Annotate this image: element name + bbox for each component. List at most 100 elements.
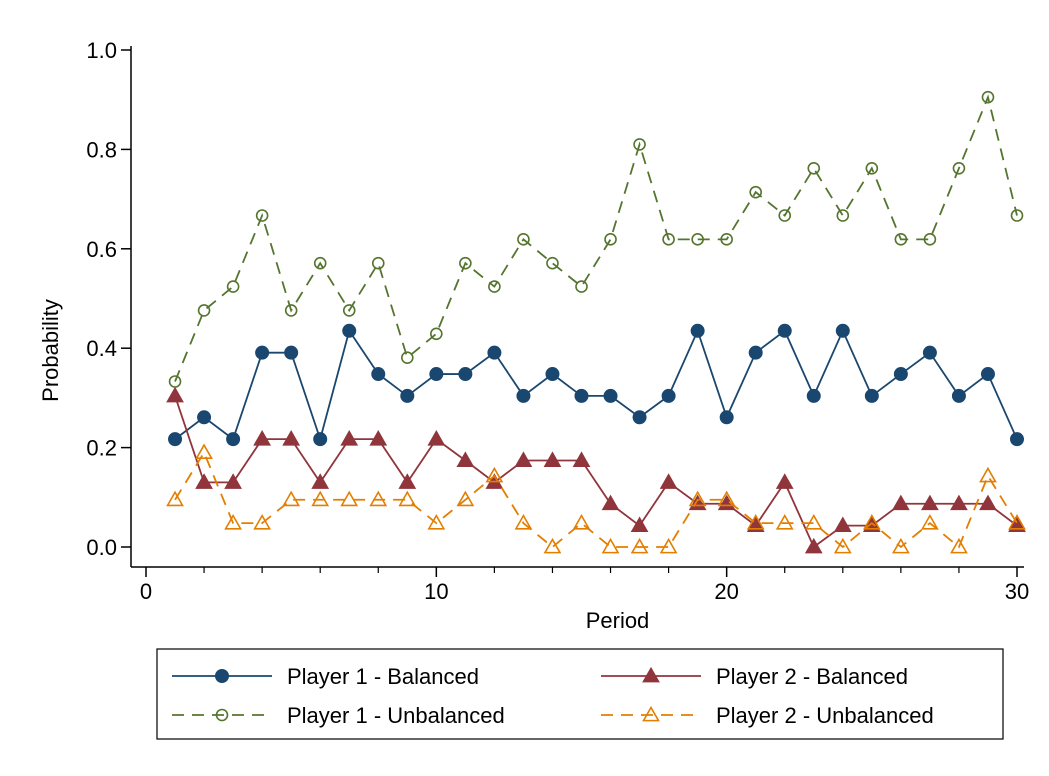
axes: 0.0 0.2 0.4 0.6 0.8 1.0 0 10 20 30 Period Probabili… [38, 38, 1029, 633]
filled-triangle-marker [369, 430, 388, 446]
filled-circle-marker [922, 345, 937, 360]
filled-circle-marker [487, 345, 502, 360]
filled-circle-marker [603, 388, 618, 403]
hollow-circle-marker [168, 375, 182, 388]
hollow-circle-marker [546, 256, 559, 270]
filled-circle-marker [168, 432, 183, 447]
filled-triangle-marker [311, 473, 330, 489]
filled-triangle-marker [979, 494, 997, 511]
filled-circle-marker [545, 367, 560, 382]
x-tick-label: 10 [424, 579, 448, 604]
legend-label: Player 2 - Unbalanced [716, 703, 934, 728]
legend-item-4: Player 2 - Unbalanced [601, 703, 934, 728]
hollow-triangle-marker [166, 490, 184, 507]
hollow-triangle-marker [659, 537, 678, 554]
legend-item-2: Player 2 - Balanced [601, 664, 908, 689]
hollow-circle-marker [923, 233, 937, 246]
hollow-triangle-marker [311, 490, 330, 507]
hollow-circle-marker [575, 280, 588, 293]
hollow-circle-marker [430, 327, 443, 341]
filled-triangle-marker [340, 430, 359, 446]
filled-triangle-marker [166, 386, 184, 403]
legend-label: Player 1 - Balanced [287, 664, 479, 689]
y-tick-label: 0.0 [86, 535, 117, 560]
hollow-circle-marker [952, 161, 966, 175]
filled-circle-marker [197, 410, 212, 425]
filled-circle-marker [748, 345, 763, 360]
hollow-triangle-marker [253, 514, 272, 530]
filled-circle-marker [342, 323, 357, 338]
filled-circle-marker [255, 345, 270, 360]
filled-triangle-marker [659, 473, 678, 489]
hollow-triangle-marker [543, 537, 562, 554]
filled-circle-marker [951, 388, 966, 403]
filled-triangle-marker [427, 430, 446, 446]
series-4 [166, 443, 1026, 554]
filled-circle-marker [661, 388, 676, 403]
hollow-triangle-marker [427, 514, 446, 530]
filled-triangle-marker [833, 516, 852, 533]
hollow-circle-marker [633, 138, 646, 151]
hollow-circle-marker [604, 233, 617, 246]
filled-circle-marker [284, 345, 299, 360]
filled-circle-marker [980, 367, 995, 382]
hollow-triangle-marker [717, 490, 736, 507]
series-line [174, 395, 1018, 549]
filled-triangle-marker [804, 537, 823, 554]
series-layer [166, 90, 1026, 554]
hollow-circle-marker [371, 256, 385, 270]
filled-circle-marker [429, 367, 444, 382]
x-tick-label: 20 [714, 579, 738, 604]
filled-circle-marker [864, 388, 879, 403]
hollow-circle-marker [313, 256, 327, 270]
hollow-triangle-marker [1008, 514, 1026, 530]
hollow-circle-marker [894, 233, 908, 246]
filled-circle-marker [632, 410, 647, 425]
filled-circle-marker [400, 388, 415, 403]
filled-triangle-marker [543, 451, 562, 467]
filled-triangle-marker [514, 451, 533, 467]
hollow-circle-marker [778, 209, 792, 222]
legend-item-1: Player 1 - Balanced [172, 664, 479, 689]
hollow-circle-marker [865, 161, 879, 175]
hollow-triangle-marker [572, 514, 591, 530]
hollow-circle-marker [215, 708, 229, 722]
filled-circle-marker [313, 432, 328, 447]
hollow-triangle-marker [456, 490, 475, 507]
hollow-triangle-marker [921, 514, 939, 530]
hollow-triangle-marker [369, 490, 388, 507]
hollow-circle-marker [459, 256, 472, 270]
hollow-circle-marker [720, 233, 733, 246]
filled-circle-marker [371, 367, 386, 382]
series-3 [168, 90, 1024, 388]
hollow-circle-marker [226, 280, 240, 293]
hollow-circle-marker [255, 209, 269, 222]
hollow-triangle-marker [224, 514, 242, 530]
hollow-triangle-marker [398, 490, 417, 507]
hollow-triangle-marker [746, 514, 765, 530]
hollow-circle-marker [197, 304, 211, 317]
filled-circle-marker [574, 388, 589, 403]
y-tick-label: 1.0 [86, 38, 117, 63]
filled-triangle-marker [456, 451, 475, 467]
y-tick-label: 0.8 [86, 137, 117, 162]
legend: Player 1 - Balanced Player 2 - Balanced Pl… [156, 648, 1004, 740]
filled-circle-marker [777, 323, 792, 338]
filled-circle-marker [458, 367, 473, 382]
x-tick-label: 0 [140, 579, 152, 604]
legend-label: Player 2 - Balanced [716, 664, 908, 689]
filled-circle-marker [215, 669, 229, 683]
filled-triangle-marker [398, 473, 417, 489]
legend-item-3: Player 1 - Unbalanced [172, 703, 505, 728]
y-tick-label: 0.2 [86, 436, 117, 461]
hollow-triangle-marker [642, 705, 660, 722]
filled-circle-marker [893, 367, 908, 382]
filled-triangle-marker [642, 666, 660, 683]
hollow-circle-marker [691, 233, 704, 246]
filled-triangle-marker [630, 516, 649, 533]
hollow-triangle-marker [630, 537, 649, 554]
filled-circle-marker [226, 432, 241, 447]
